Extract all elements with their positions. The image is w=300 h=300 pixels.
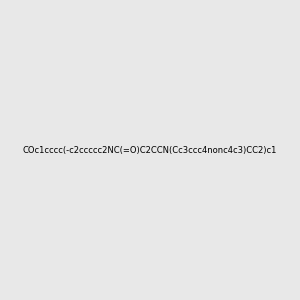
Text: COc1cccc(-c2ccccc2NC(=O)C2CCN(Cc3ccc4nonc4c3)CC2)c1: COc1cccc(-c2ccccc2NC(=O)C2CCN(Cc3ccc4non…: [23, 146, 277, 154]
